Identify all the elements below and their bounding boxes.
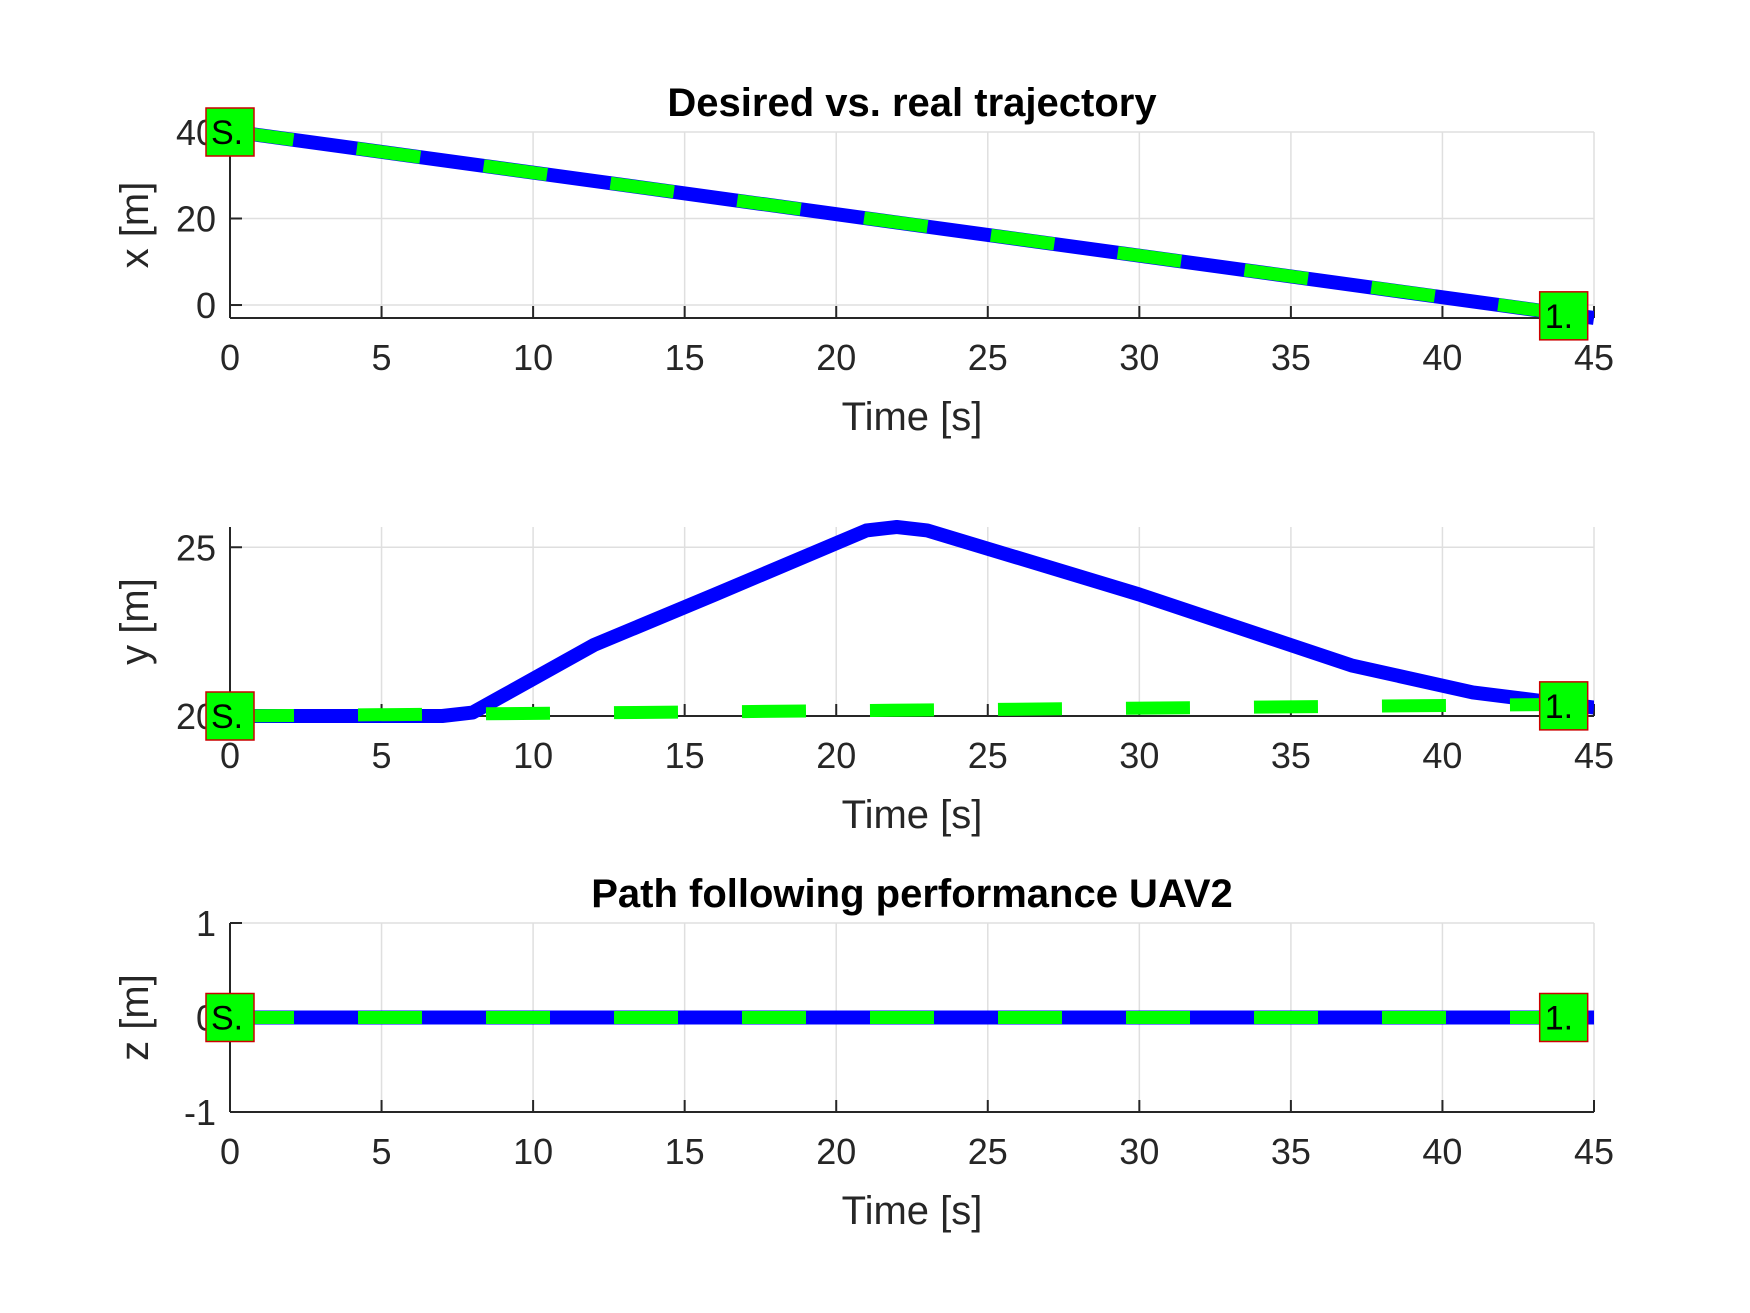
x-tick-label: 30: [1119, 1131, 1159, 1172]
y-axis-label: z [m]: [113, 974, 157, 1061]
waypoint-label: 1.: [1545, 298, 1573, 336]
x-tick-label: 0: [220, 337, 240, 378]
waypoint-marker: S.: [205, 992, 255, 1043]
x-tick-label: 25: [968, 337, 1008, 378]
subplot-title: Desired vs. real trajectory: [667, 81, 1157, 125]
y-tick-label: 20: [176, 199, 216, 240]
x-tick-label: 20: [816, 337, 856, 378]
x-tick-label: 0: [220, 735, 240, 776]
x-tick-label: 15: [665, 1131, 705, 1172]
waypoint-box: [205, 691, 255, 741]
waypoint-marker: S.: [205, 107, 255, 157]
waypoint-label: S.: [211, 114, 243, 152]
series-group: [230, 520, 1594, 723]
x-tick-label: 30: [1119, 337, 1159, 378]
x-tick-label: 5: [372, 735, 392, 776]
plot-area: [230, 527, 1594, 716]
x-axis-label: Time [s]: [842, 793, 983, 837]
x-tick-label: 40: [1422, 337, 1462, 378]
x-tick-label: 35: [1271, 337, 1311, 378]
waypoint-label: 1.: [1545, 688, 1573, 726]
y-axis-label: x [m]: [113, 182, 157, 269]
subplot-title: Path following performance UAV2: [591, 872, 1233, 916]
waypoint-label: S.: [211, 1000, 243, 1038]
waypoint-box: [1538, 681, 1589, 731]
x-tick-label: 45: [1574, 337, 1614, 378]
x-tick-label: 30: [1119, 735, 1159, 776]
real-trajectory-line: [230, 520, 1594, 723]
x-tick-label: 15: [665, 735, 705, 776]
x-tick-label: 10: [513, 735, 553, 776]
series-group: [230, 124, 1594, 325]
x-tick-label: 5: [372, 337, 392, 378]
waypoint-marker: 1.: [1538, 681, 1589, 731]
waypoint-label: S.: [211, 698, 243, 736]
desired-trajectory-line: [230, 697, 1594, 723]
y-tick-label: 1: [196, 903, 216, 944]
x-tick-label: 20: [816, 1131, 856, 1172]
waypoint-box: [1538, 291, 1589, 341]
x-tick-label: 10: [513, 1131, 553, 1172]
waypoint-label: 1.: [1545, 1000, 1573, 1038]
x-tick-label: 25: [968, 735, 1008, 776]
waypoint-marker: 1.: [1538, 992, 1589, 1043]
x-tick-label: 45: [1574, 1131, 1614, 1172]
waypoint-box: [1538, 992, 1589, 1043]
x-tick-label: 10: [513, 337, 553, 378]
waypoint-marker: S.: [205, 691, 255, 741]
y-tick-label: -1: [184, 1092, 216, 1133]
x-tick-label: 0: [220, 1131, 240, 1172]
x-tick-label: 15: [665, 337, 705, 378]
x-tick-label: 45: [1574, 735, 1614, 776]
waypoint-marker: 1.: [1538, 291, 1589, 341]
x-tick-label: 40: [1422, 1131, 1462, 1172]
x-axis-label: Time [s]: [842, 395, 983, 439]
x-tick-label: 40: [1422, 735, 1462, 776]
x-tick-label: 25: [968, 1131, 1008, 1172]
waypoint-box: [205, 107, 255, 157]
x-tick-label: 5: [372, 1131, 392, 1172]
x-tick-label: 20: [816, 735, 856, 776]
x-axis-label: Time [s]: [842, 1189, 983, 1233]
x-tick-label: 35: [1271, 735, 1311, 776]
y-tick-label: 0: [196, 285, 216, 326]
desired-trajectory-line: [230, 124, 1565, 321]
x-tick-label: 35: [1271, 1131, 1311, 1172]
waypoint-box: [205, 992, 255, 1043]
y-axis-label: y [m]: [113, 578, 157, 665]
y-tick-label: 25: [176, 527, 216, 568]
